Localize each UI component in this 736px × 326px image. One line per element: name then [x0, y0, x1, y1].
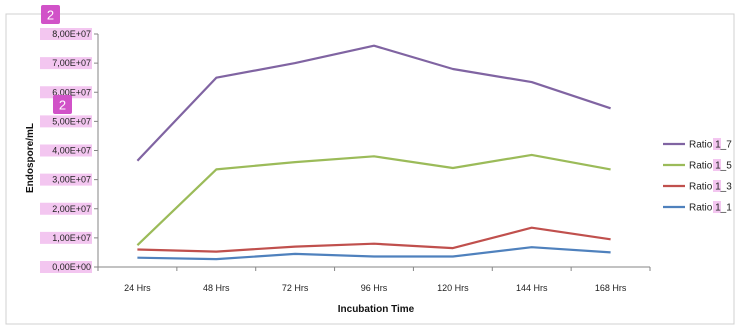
y-tick-label: 5,00E+07 — [52, 116, 91, 126]
x-tick-label: 144 Hrs — [516, 283, 548, 293]
y-tick-highlight — [40, 144, 92, 157]
legend-label: Ratio 1_1 — [689, 203, 732, 214]
x-axis-title: Incubation Time — [338, 304, 415, 315]
annotation-badge-mid: 2 — [53, 95, 72, 114]
series-line-3 — [137, 226, 611, 253]
x-tick-label: 72 Hrs — [282, 283, 309, 293]
y-tick-label: 1,00E+07 — [52, 233, 91, 243]
legend-label: Ratio 1_3 — [689, 182, 732, 193]
series-line-4 — [137, 246, 611, 261]
y-tick-highlight — [40, 86, 92, 99]
x-tick-label: 48 Hrs — [203, 283, 230, 293]
svg-text:2: 2 — [59, 98, 66, 113]
x-tick-label: 24 Hrs — [124, 283, 151, 293]
y-tick-highlight — [40, 115, 92, 128]
y-tick-label: 8,00E+07 — [52, 29, 91, 39]
legend-highlight — [713, 201, 721, 213]
chart-frame — [5, 13, 735, 325]
y-tick-highlight — [40, 28, 92, 40]
y-tick-label: 0,00E+00 — [52, 262, 91, 272]
legend-label: Ratio 1_5 — [689, 161, 732, 172]
y-tick-label: 2,00E+07 — [52, 204, 91, 214]
y-tick-highlight — [40, 231, 92, 244]
legend-label: Ratio 1_7 — [689, 140, 732, 151]
y-tick-label: 4,00E+07 — [52, 146, 91, 156]
y-axis-title: Endospore/mL — [25, 123, 36, 193]
series-line-2 — [136, 153, 611, 246]
y-tick-label: 7,00E+07 — [52, 58, 91, 68]
annotation-badge-top: 2 — [41, 5, 60, 24]
x-tick-label: 168 Hrs — [595, 283, 627, 293]
legend-highlight — [713, 138, 721, 150]
y-tick-highlight — [40, 202, 92, 215]
svg-text:2: 2 — [47, 8, 54, 23]
y-tick-highlight — [40, 57, 92, 70]
y-tick-highlight — [40, 261, 92, 273]
y-tick-label: 6,00E+07 — [52, 87, 91, 97]
series-line-1 — [136, 44, 611, 162]
y-tick-label: 3,00E+07 — [52, 175, 91, 185]
x-tick-label: 96 Hrs — [361, 283, 388, 293]
x-tick-label: 120 Hrs — [437, 283, 469, 293]
legend-highlight — [713, 159, 721, 171]
y-tick-highlight — [40, 173, 92, 186]
legend-highlight — [713, 180, 721, 192]
